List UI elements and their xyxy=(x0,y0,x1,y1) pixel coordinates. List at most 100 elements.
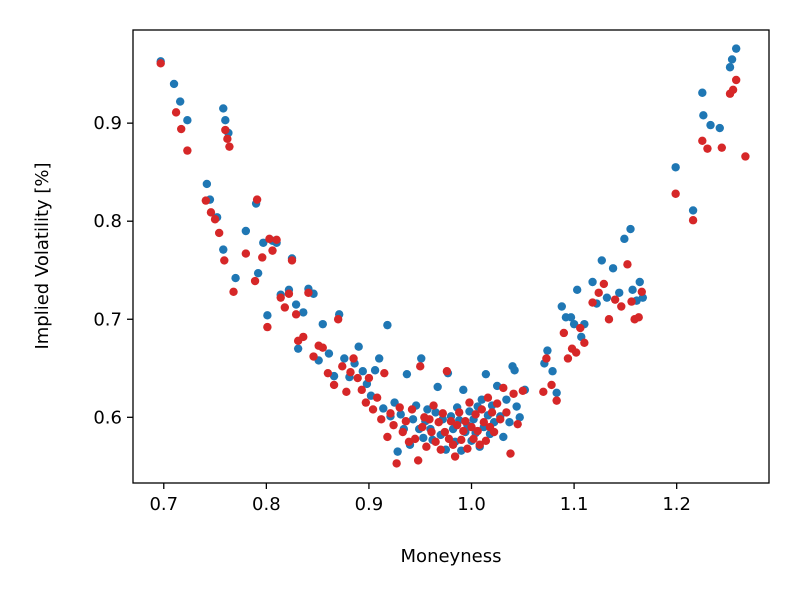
data-point xyxy=(241,249,251,258)
data-point xyxy=(291,310,301,319)
data-point xyxy=(499,383,508,393)
data-point xyxy=(357,385,366,395)
data-point xyxy=(293,344,303,353)
data-point xyxy=(548,367,557,376)
data-point xyxy=(459,426,468,436)
data-point xyxy=(276,293,285,302)
data-point xyxy=(715,123,724,133)
y-axis-ticks: 0.6 0.7 0.8 0.9 xyxy=(93,113,133,428)
data-point xyxy=(571,348,581,357)
data-point xyxy=(408,415,418,424)
data-point xyxy=(324,349,334,358)
data-point xyxy=(576,323,585,333)
series-2 xyxy=(156,59,750,468)
data-point xyxy=(349,354,358,363)
data-point xyxy=(727,55,737,64)
data-point xyxy=(252,195,262,204)
data-point xyxy=(401,417,411,426)
data-point xyxy=(628,285,637,295)
data-point xyxy=(361,398,371,407)
data-point xyxy=(547,380,556,390)
data-point xyxy=(175,97,185,106)
data-point xyxy=(502,408,511,417)
data-point xyxy=(512,402,521,411)
data-point xyxy=(597,256,606,265)
data-point xyxy=(671,189,680,198)
data-point xyxy=(383,320,392,330)
data-point xyxy=(543,346,552,355)
data-point xyxy=(465,398,474,407)
data-point xyxy=(463,444,472,453)
data-point xyxy=(169,79,179,89)
data-point xyxy=(457,435,466,445)
data-point xyxy=(223,134,232,144)
data-point xyxy=(431,408,440,417)
data-point xyxy=(425,415,434,424)
data-point xyxy=(637,287,646,296)
data-point xyxy=(442,367,452,376)
data-point xyxy=(509,389,518,398)
data-point xyxy=(407,405,417,414)
data-point xyxy=(323,368,333,378)
data-point xyxy=(372,393,382,402)
plot-frame xyxy=(132,29,770,484)
data-point xyxy=(487,408,497,417)
data-point xyxy=(440,427,450,437)
y-tick-label: 0.9 xyxy=(93,113,122,134)
data-point xyxy=(299,308,308,317)
data-point xyxy=(552,396,561,405)
data-point xyxy=(389,420,398,430)
data-point xyxy=(392,459,401,468)
data-point xyxy=(610,295,620,304)
data-point xyxy=(291,300,301,309)
data-point xyxy=(253,268,263,278)
data-point xyxy=(731,44,741,53)
data-point xyxy=(448,440,458,449)
data-point xyxy=(518,386,528,396)
data-point xyxy=(728,85,738,95)
data-point xyxy=(171,108,181,117)
data-point xyxy=(515,413,524,422)
x-tick-label: 1.0 xyxy=(457,494,486,515)
data-point xyxy=(436,445,445,454)
y-tick-label: 0.6 xyxy=(93,407,122,428)
data-point xyxy=(398,427,407,437)
data-point xyxy=(698,88,707,97)
data-point xyxy=(380,368,389,378)
data-point xyxy=(229,287,238,296)
x-tick-label: 1.2 xyxy=(662,494,691,515)
data-point xyxy=(429,401,438,410)
data-point xyxy=(353,373,362,383)
data-point xyxy=(688,206,698,215)
data-point xyxy=(542,354,551,363)
data-point xyxy=(206,208,216,217)
data-point xyxy=(552,388,561,397)
data-point xyxy=(370,366,380,375)
data-point xyxy=(201,196,211,205)
data-point xyxy=(588,298,597,307)
data-point xyxy=(280,303,290,312)
data-point xyxy=(379,404,388,413)
data-point xyxy=(393,447,402,456)
data-point xyxy=(481,436,491,446)
data-point xyxy=(635,277,644,287)
data-point xyxy=(671,163,680,172)
data-point xyxy=(177,124,186,134)
x-axis-label: Moneyness xyxy=(401,546,502,567)
data-point xyxy=(183,116,192,125)
data-point xyxy=(418,422,427,432)
data-point xyxy=(419,433,428,443)
data-point xyxy=(594,288,603,297)
data-point xyxy=(402,369,412,379)
data-point xyxy=(725,63,735,72)
data-point xyxy=(395,403,404,412)
data-point xyxy=(250,276,260,286)
data-point xyxy=(220,256,229,265)
data-point xyxy=(263,322,272,332)
data-point xyxy=(588,277,597,287)
x-tick-label: 0.7 xyxy=(149,494,178,515)
x-axis-ticks: 0.7 0.8 0.9 1.0 1.1 1.2 xyxy=(149,483,691,515)
data-point xyxy=(221,125,230,135)
data-point xyxy=(461,417,470,426)
